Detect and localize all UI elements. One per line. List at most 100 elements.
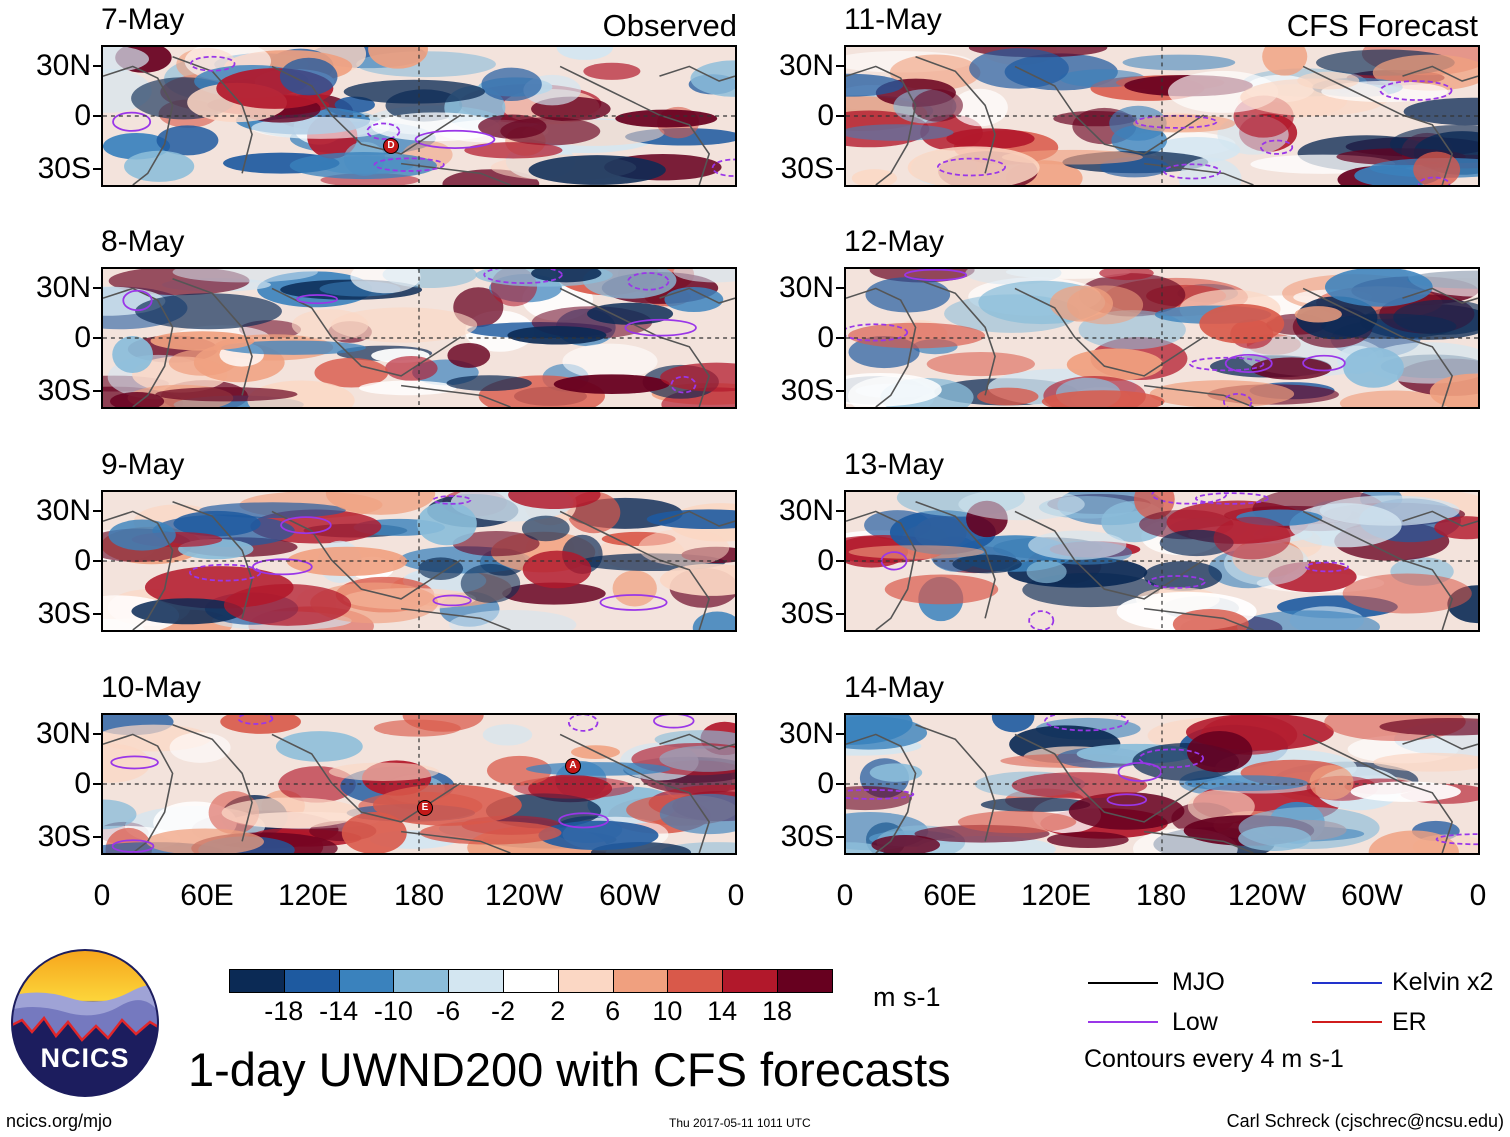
map-panel-forecast (844, 713, 1480, 855)
coastline (1402, 510, 1478, 527)
anomaly-blob (848, 545, 985, 559)
colorbar-label: 14 (707, 996, 738, 1026)
low-contour (624, 318, 697, 337)
coastline (401, 162, 511, 185)
lat-tick-mark (93, 390, 101, 392)
colorbar-label: -10 (373, 996, 413, 1026)
anomaly-blob (221, 340, 366, 355)
anomaly-blob (155, 387, 298, 402)
colorbar-segment (557, 969, 614, 993)
low-contour (1117, 762, 1163, 782)
anomaly-blob (638, 529, 730, 567)
anomaly-blob (612, 570, 657, 607)
anomaly-blob (1199, 303, 1285, 344)
anomaly-blob (884, 574, 999, 605)
anomaly-blob (464, 142, 563, 159)
anomaly-blob (447, 342, 491, 368)
anomaly-blob (502, 582, 606, 605)
coastline (271, 65, 462, 155)
lon-tick: 120W (1227, 879, 1307, 912)
colorbar-segment (448, 969, 504, 993)
low-contour (558, 812, 609, 829)
anomaly-blob (1294, 306, 1342, 323)
legend-label-kelvin: Kelvin x2 (1392, 968, 1494, 996)
coastline (559, 510, 711, 630)
anomaly-blob (659, 745, 735, 772)
lat-tick-mark (93, 836, 101, 838)
lon-tick: 0 (727, 879, 745, 912)
anomaly-blob (562, 343, 658, 380)
anomaly-blob (1186, 730, 1253, 773)
coastline (915, 723, 996, 842)
footer-url[interactable]: ncics.org/mjo (6, 1111, 113, 1131)
lat-tick-mark (93, 560, 101, 562)
lat-tick: 0 (817, 767, 834, 800)
anomaly-blob (500, 117, 601, 146)
anomaly-blob (851, 169, 898, 185)
colorbar-segment (229, 969, 285, 993)
anomaly-blob (223, 584, 352, 626)
anomaly-blob (419, 821, 562, 845)
anomaly-blob (103, 47, 149, 73)
coastline (1144, 830, 1254, 853)
map-panel-observed (101, 267, 737, 409)
anomaly-blob (1184, 775, 1308, 791)
lat-tick-mark (836, 65, 844, 67)
anomaly-blob (1321, 80, 1448, 103)
legend-label-er: ER (1392, 1008, 1427, 1036)
anomaly-blob (341, 811, 407, 853)
anomaly-blob (1049, 285, 1114, 322)
wind-field (846, 47, 1478, 185)
anomaly-blob (460, 563, 521, 603)
anomaly-blob (172, 269, 318, 283)
low-contour (252, 558, 313, 576)
anomaly-blob (587, 302, 674, 325)
legend-label-low: Low (1172, 1008, 1218, 1036)
anomaly-blob (958, 492, 1085, 521)
anomaly-blob (481, 67, 542, 102)
coastline (172, 500, 253, 619)
anomaly-blob (328, 762, 439, 781)
observed-header: Observed (602, 8, 737, 43)
coastline (271, 510, 462, 600)
logo-text: NCICS (40, 1043, 130, 1073)
anomaly-blob (848, 322, 986, 349)
lat-tick-mark (836, 733, 844, 735)
low-contour (189, 55, 236, 72)
low-contour (112, 111, 152, 132)
low-contour (1417, 176, 1451, 185)
anomaly-blob (1389, 125, 1478, 164)
lon-tick: 0 (1469, 879, 1487, 912)
coastline (559, 287, 711, 407)
map-panel-forecast (844, 267, 1480, 409)
wind-field (103, 47, 735, 185)
low-contour (1304, 561, 1349, 573)
anomaly-blob (334, 96, 375, 113)
legend-line-kelvin (1312, 982, 1382, 984)
coastline (846, 733, 917, 853)
lon-tick: 180 (1135, 879, 1187, 912)
lat-tick: 30S (37, 820, 91, 853)
anomaly-blob (314, 357, 389, 388)
anomaly-blob (486, 755, 552, 786)
anomaly-blob (907, 146, 1040, 185)
lat-tick-mark (93, 337, 101, 339)
legend-note: Contours every 4 m s-1 (1084, 1045, 1344, 1073)
coastline (846, 287, 917, 407)
anomaly-blob (110, 392, 165, 407)
low-contour (1106, 793, 1148, 807)
low-contour (846, 323, 909, 342)
anomaly-blob (507, 326, 607, 345)
lat-tick-mark (836, 783, 844, 785)
lat-tick: 30S (780, 152, 834, 185)
coastline (1302, 287, 1454, 407)
legend-line-mjo (1088, 982, 1158, 984)
lat-tick-mark (93, 65, 101, 67)
low-contour (1379, 80, 1453, 101)
anomaly-blob (1373, 752, 1478, 772)
coastline (1144, 162, 1254, 185)
low-contour (110, 755, 159, 770)
anomaly-blob (1236, 610, 1380, 630)
anomaly-blob (368, 47, 428, 69)
lat-tick: 30N (778, 271, 834, 304)
